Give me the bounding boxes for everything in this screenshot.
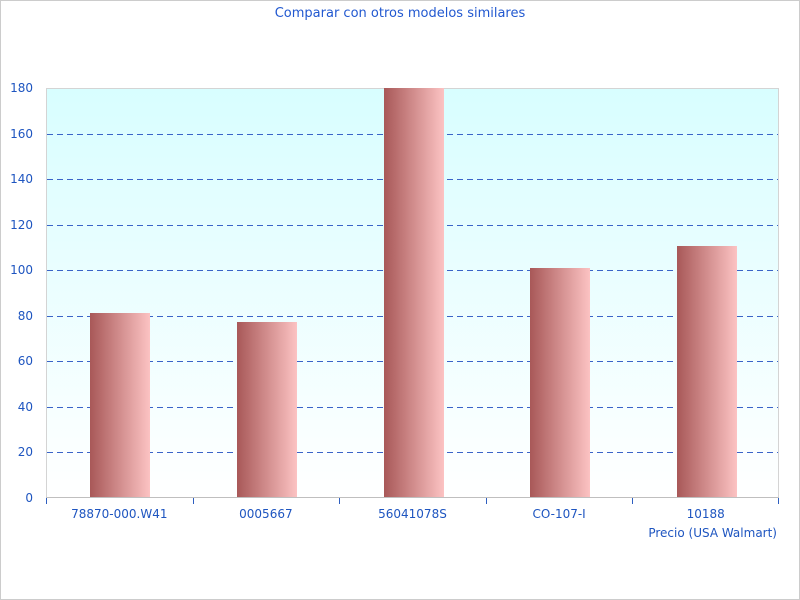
y-axis-label: 40 — [17, 399, 33, 414]
x-axis-label: 10188 — [686, 507, 725, 521]
y-axis-label: 160 — [10, 126, 33, 141]
y-axis-label: 20 — [17, 445, 33, 460]
bar-CO-107-I — [530, 268, 591, 497]
y-axis-label: 100 — [10, 263, 33, 278]
y-axis-label: 60 — [17, 354, 33, 369]
bar-0005667 — [236, 321, 297, 497]
chart-title: Comparar con otros modelos similares — [274, 6, 526, 21]
x-axis-label: CO-107-I — [532, 507, 586, 521]
x-axis-tick — [632, 498, 634, 504]
x-axis-tick — [339, 498, 341, 504]
bar-10188 — [676, 246, 737, 497]
y-axis-label: 180 — [10, 81, 33, 95]
x-axis-label: 56041078S — [378, 507, 447, 521]
x-axis-label: 78870-000.W41 — [71, 507, 168, 521]
bar-56041078S — [383, 88, 444, 497]
y-axis-label: 0 — [25, 491, 33, 505]
y-axis-label: 80 — [17, 308, 33, 323]
y-axis-label: 120 — [10, 217, 33, 232]
x-axis-tick — [778, 498, 779, 504]
x-axis-tick — [485, 498, 487, 504]
x-axis-title: Precio (USA Walmart) — [648, 526, 777, 540]
plot-area — [46, 88, 779, 498]
x-axis-tick — [192, 498, 194, 504]
x-axis-label: 0005667 — [239, 507, 293, 521]
bar-78870-000.W41 — [90, 312, 151, 497]
y-axis-label: 140 — [10, 172, 33, 187]
x-axis-tick — [46, 498, 47, 504]
